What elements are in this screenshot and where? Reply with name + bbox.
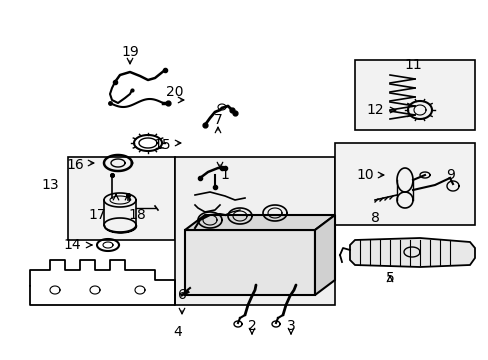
Text: 19: 19 — [121, 45, 139, 59]
Bar — [354, 60, 474, 130]
Text: 1: 1 — [220, 168, 228, 182]
Text: 3: 3 — [286, 319, 295, 333]
Text: 18: 18 — [128, 208, 145, 222]
Text: 17: 17 — [88, 208, 105, 222]
Text: 12: 12 — [366, 103, 383, 117]
Bar — [68, 157, 175, 240]
Bar — [334, 143, 474, 225]
Text: 10: 10 — [355, 168, 373, 182]
Text: 11: 11 — [403, 58, 421, 72]
Polygon shape — [184, 215, 334, 230]
Bar — [175, 157, 334, 305]
Text: 5: 5 — [385, 271, 393, 285]
Text: 13: 13 — [41, 178, 59, 192]
Text: 20: 20 — [166, 85, 183, 99]
Bar — [184, 230, 314, 295]
Text: 14: 14 — [63, 238, 81, 252]
Text: 2: 2 — [247, 319, 256, 333]
Text: 7: 7 — [213, 113, 222, 127]
Polygon shape — [349, 238, 474, 267]
Text: 15: 15 — [153, 138, 170, 152]
Text: 9: 9 — [446, 168, 454, 182]
Text: 6: 6 — [177, 288, 186, 302]
Text: 4: 4 — [173, 325, 182, 339]
Polygon shape — [314, 215, 334, 295]
Text: 16: 16 — [66, 158, 84, 172]
Text: 8: 8 — [370, 211, 379, 225]
